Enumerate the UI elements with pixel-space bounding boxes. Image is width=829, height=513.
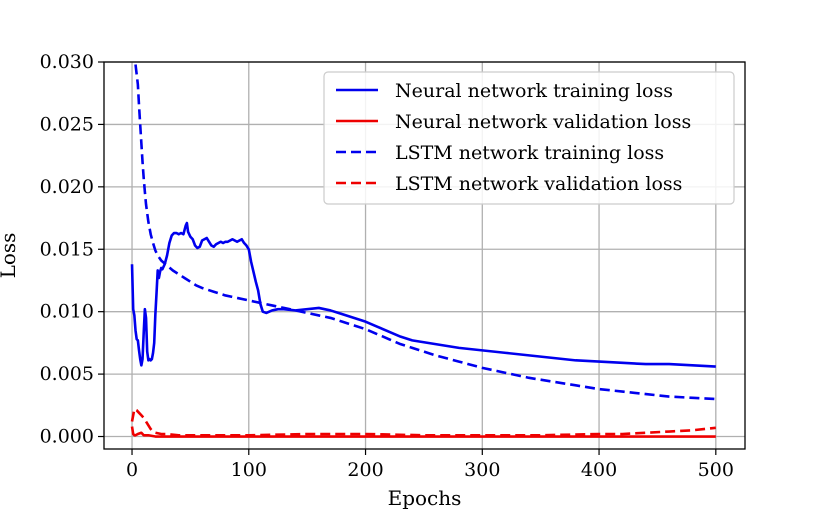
y-tick-label: 0.000	[40, 426, 94, 448]
legend-label: LSTM network training loss	[395, 142, 664, 164]
x-tick-label: 500	[698, 459, 734, 481]
y-tick-label: 0.010	[40, 301, 94, 323]
x-axis-label: Epochs	[388, 486, 462, 510]
y-tick-label: 0.030	[40, 51, 94, 73]
axis-ticks: 0 100 200 300 400 500 0.000 0.005 0.010 0.015 0.02…	[40, 51, 734, 481]
series-layer	[130, 64, 716, 438]
x-tick-label: 100	[231, 459, 267, 481]
y-tick-label: 0.005	[40, 363, 94, 385]
series-line-3	[130, 407, 716, 437]
x-tick-label: 200	[347, 459, 383, 481]
x-tick-label: 0	[126, 459, 138, 481]
plot-frame	[103, 61, 746, 450]
x-tick-label: 400	[581, 459, 617, 481]
y-tick-label: 0.015	[40, 238, 94, 260]
x-tick-label: 300	[464, 459, 500, 481]
series-line-0	[130, 221, 716, 368]
legend: Neural network training loss Neural netwo…	[323, 71, 735, 205]
y-axis-label: Loss	[0, 233, 20, 279]
series-line-1	[130, 426, 716, 438]
legend-box	[323, 71, 735, 205]
y-tick-label: 0.025	[40, 113, 94, 135]
y-tick-label: 0.020	[40, 176, 94, 198]
legend-label: Neural network training loss	[395, 80, 673, 102]
legend-label: Neural network validation loss	[395, 111, 691, 133]
series-line-2	[134, 64, 716, 401]
legend-label: LSTM network validation loss	[395, 173, 682, 195]
